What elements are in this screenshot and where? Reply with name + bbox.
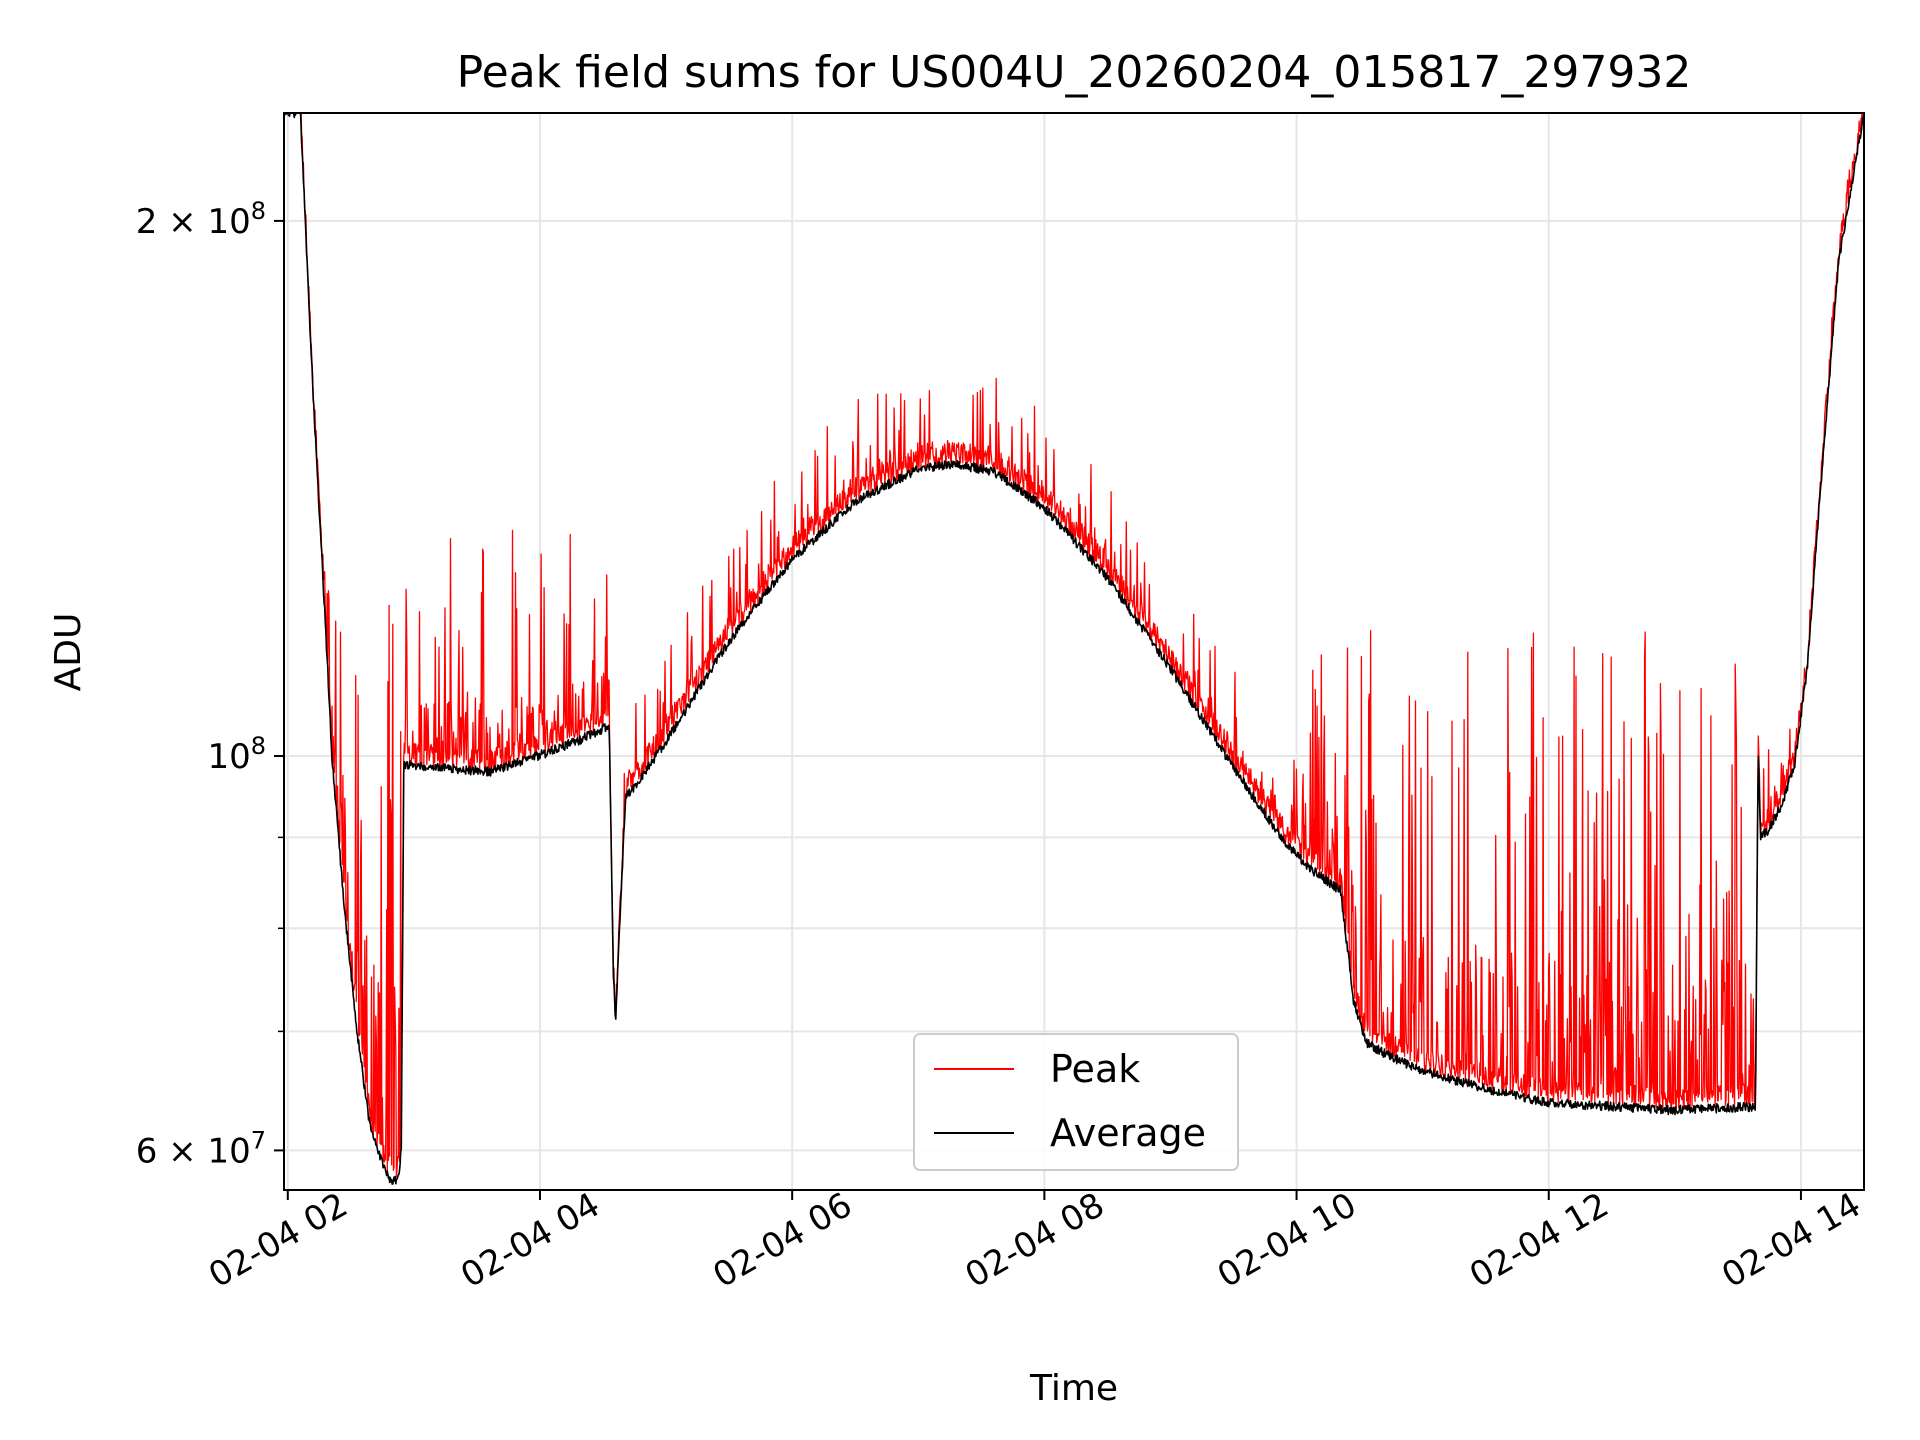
series-line-peak	[294, 113, 1864, 1178]
legend: Peak Average	[913, 1033, 1239, 1171]
legend-label-peak: Peak	[1050, 1047, 1140, 1091]
series-line-average	[284, 113, 1864, 1185]
y-tick-label: 2 × 108	[136, 197, 266, 242]
y-tick-label: 6 × 107	[136, 1126, 266, 1171]
series-layer	[284, 113, 1864, 1185]
plot-frame	[283, 112, 1865, 1191]
legend-label-average: Average	[1050, 1111, 1206, 1155]
y-axis-label: ADU	[48, 613, 89, 692]
chart-title: Peak field sums for US004U_20260204_0158…	[457, 47, 1692, 98]
x-axis-label: Time	[1029, 1368, 1118, 1409]
